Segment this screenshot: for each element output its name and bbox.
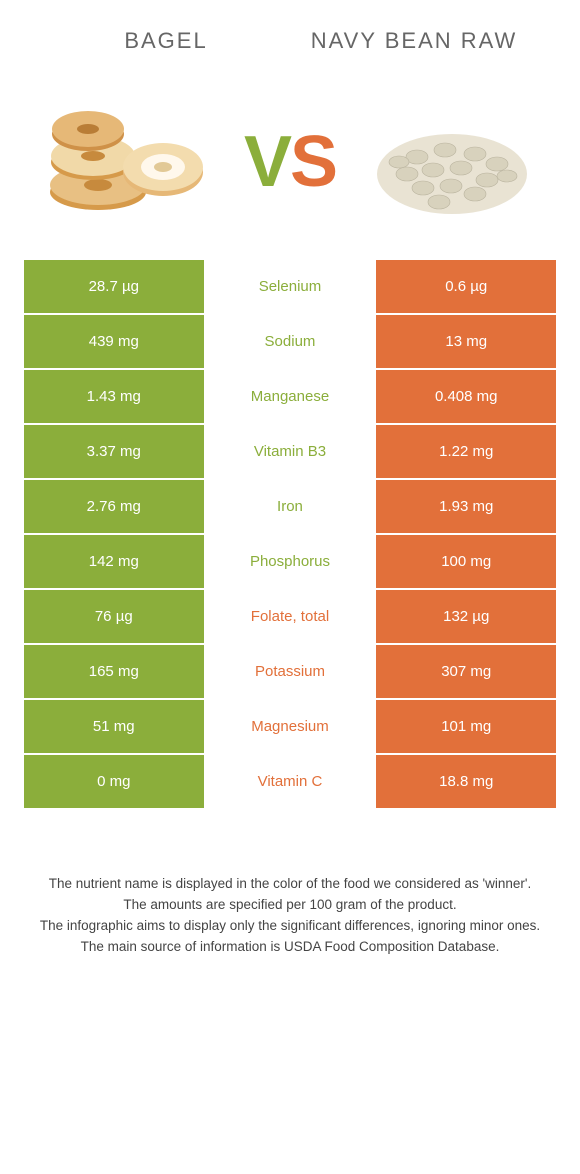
bagel-image [43,102,213,222]
table-row: 165 mgPotassium307 mg [23,644,557,699]
right-value-cell: 132 µg [375,589,557,644]
nutrient-name-cell: Folate, total [205,589,376,644]
left-value-cell: 3.37 mg [23,424,205,479]
nutrient-name-cell: Potassium [205,644,376,699]
left-value-cell: 439 mg [23,314,205,369]
nutrient-table: 28.7 µgSelenium0.6 µg439 mgSodium13 mg1.… [22,258,558,810]
table-row: 142 mgPhosphorus100 mg [23,534,557,589]
right-value-cell: 1.22 mg [375,424,557,479]
vs-letter-v: V [244,121,290,203]
vs-label: VS [244,121,336,203]
left-food-title: Bagel [42,28,290,54]
nutrient-name-cell: Iron [205,479,376,534]
left-value-cell: 165 mg [23,644,205,699]
right-value-cell: 100 mg [375,534,557,589]
right-value-cell: 1.93 mg [375,479,557,534]
vs-letter-s: S [290,121,336,203]
footer-line-1: The nutrient name is displayed in the co… [32,874,548,895]
title-row: Bagel Navy bean raw [22,28,558,54]
table-row: 1.43 mgManganese0.408 mg [23,369,557,424]
nutrient-name-cell: Magnesium [205,699,376,754]
table-row: 0 mgVitamin C18.8 mg [23,754,557,809]
right-value-cell: 13 mg [375,314,557,369]
left-value-cell: 51 mg [23,699,205,754]
right-value-cell: 0.408 mg [375,369,557,424]
table-row: 76 µgFolate, total132 µg [23,589,557,644]
table-row: 439 mgSodium13 mg [23,314,557,369]
images-row: VS [22,102,558,222]
right-value-cell: 0.6 µg [375,259,557,314]
left-value-cell: 0 mg [23,754,205,809]
nutrient-name-cell: Sodium [205,314,376,369]
left-value-cell: 28.7 µg [23,259,205,314]
right-value-cell: 101 mg [375,699,557,754]
right-food-title: Navy bean raw [290,28,538,54]
table-row: 51 mgMagnesium101 mg [23,699,557,754]
nutrient-name-cell: Vitamin C [205,754,376,809]
comparison-infographic: Bagel Navy bean raw VS [0,0,580,968]
left-value-cell: 1.43 mg [23,369,205,424]
left-value-cell: 2.76 mg [23,479,205,534]
right-value-cell: 18.8 mg [375,754,557,809]
nutrient-name-cell: Phosphorus [205,534,376,589]
left-value-cell: 142 mg [23,534,205,589]
footer-notes: The nutrient name is displayed in the co… [22,874,558,958]
table-row: 3.37 mgVitamin B31.22 mg [23,424,557,479]
navy-bean-image [367,102,537,222]
table-row: 2.76 mgIron1.93 mg [23,479,557,534]
table-row: 28.7 µgSelenium0.6 µg [23,259,557,314]
footer-line-4: The main source of information is USDA F… [32,937,548,958]
nutrient-name-cell: Manganese [205,369,376,424]
footer-line-2: The amounts are specified per 100 gram o… [32,895,548,916]
left-value-cell: 76 µg [23,589,205,644]
nutrient-name-cell: Selenium [205,259,376,314]
right-value-cell: 307 mg [375,644,557,699]
footer-line-3: The infographic aims to display only the… [32,916,548,937]
nutrient-name-cell: Vitamin B3 [205,424,376,479]
